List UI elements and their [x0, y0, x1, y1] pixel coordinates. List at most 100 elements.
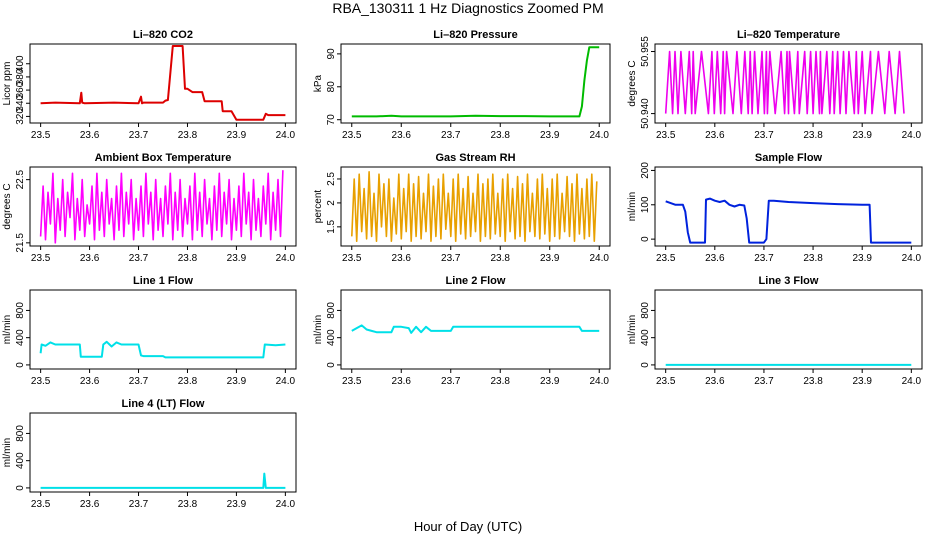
x-tick-label: 23.5 — [656, 376, 676, 387]
panel-8: Line 2 Flow 23.5 23.6 23.7 23.8 23.9 24.0 0 400 8… — [313, 275, 611, 387]
x-tick-label: 23.6 — [80, 376, 100, 387]
panel-2: Li–820 Pressure 23.5 23.6 23.7 23.8 23.9 24.0 7… — [313, 29, 611, 141]
panel-3: Li–820 Temperature 23.5 23.6 23.7 23.8 23.9 24… — [627, 29, 923, 141]
y-tick-label: 400 — [640, 329, 651, 346]
x-tick-label: 23.5 — [31, 130, 51, 141]
y-tick-label: 800 — [15, 302, 26, 319]
x-tick-label: 23.8 — [178, 499, 198, 510]
panel-title: Gas Stream RH — [435, 152, 515, 164]
x-tick-label: 23.8 — [178, 376, 198, 387]
y-tick-label: 1.5 — [326, 219, 337, 233]
plot-frame — [654, 289, 923, 370]
x-tick-label: 23.8 — [491, 376, 511, 387]
x-tick-label: 23.8 — [178, 130, 198, 141]
x-tick-label: 23.7 — [754, 130, 774, 141]
x-tick-label: 23.8 — [803, 376, 823, 387]
x-tick-label: 23.5 — [656, 253, 676, 264]
x-tick-label: 24.0 — [276, 376, 296, 387]
plot-frame — [29, 412, 297, 493]
x-tick-label: 23.9 — [227, 499, 247, 510]
y-tick-label: 90 — [326, 48, 337, 60]
plot-frame — [340, 289, 611, 370]
x-tick-label: 23.9 — [540, 130, 560, 141]
x-tick-label: 24.0 — [276, 253, 296, 264]
x-tick-label: 23.7 — [129, 130, 149, 141]
y-tick-label: 70 — [326, 114, 337, 126]
y-tick-label: 100 — [640, 196, 651, 213]
x-tick-label: 23.6 — [705, 376, 725, 387]
y-tick-label: 200 — [640, 162, 651, 179]
y-axis-label: ml/min — [2, 315, 13, 344]
x-tick-label: 23.9 — [852, 253, 872, 264]
series-line — [351, 171, 598, 242]
series-line — [40, 472, 286, 489]
x-tick-label: 23.6 — [705, 130, 725, 141]
series-line — [40, 45, 286, 121]
x-tick-label: 24.0 — [276, 499, 296, 510]
plot-frame — [29, 289, 297, 370]
panel-1: Li–820 CO2 23.5 23.6 23.7 23.8 23.9 24.0 320340… — [2, 29, 297, 141]
y-tick-label: 400 — [326, 329, 337, 346]
y-axis-label: ml/min — [627, 315, 638, 344]
panel-7: Line 1 Flow 23.5 23.6 23.7 23.8 23.9 24.0 0 400 8… — [2, 275, 297, 387]
x-tick-label: 23.8 — [491, 253, 511, 264]
y-axis-label: ml/min — [2, 438, 13, 467]
x-tick-label: 23.6 — [80, 130, 100, 141]
x-tick-label: 24.0 — [590, 130, 610, 141]
y-tick-label: 400 — [15, 452, 26, 469]
y-tick-label: 50.940 — [640, 98, 651, 129]
x-tick-label: 23.5 — [342, 376, 362, 387]
x-tick-label: 23.6 — [392, 253, 412, 264]
y-tick-label: 800 — [640, 302, 651, 319]
y-tick-label: 0 — [15, 362, 26, 368]
x-tick-label: 23.9 — [852, 376, 872, 387]
panels: Li–820 CO2 23.5 23.6 23.7 23.8 23.9 24.0 320340… — [2, 29, 923, 510]
panel-6: Sample Flow 23.5 23.6 23.7 23.8 23.9 24.0 0 100 2… — [627, 152, 923, 264]
series-line — [39, 170, 284, 244]
x-tick-label: 23.9 — [540, 253, 560, 264]
x-tick-label: 23.6 — [80, 253, 100, 264]
panel-title: Line 2 Flow — [446, 275, 506, 287]
panel-title: Li–820 Pressure — [433, 29, 517, 41]
plot-frame — [340, 43, 611, 124]
x-tick-label: 23.8 — [178, 253, 198, 264]
x-tick-label: 23.7 — [754, 376, 774, 387]
x-tick-label: 23.5 — [342, 130, 362, 141]
y-tick-label: 80 — [326, 81, 337, 93]
y-tick-label: 2 — [326, 200, 337, 206]
plot-frame — [340, 166, 611, 247]
x-tick-label: 23.5 — [31, 499, 51, 510]
y-axis-label: degrees C — [627, 60, 638, 106]
x-tick-label: 23.6 — [392, 376, 412, 387]
x-tick-label: 23.7 — [441, 253, 461, 264]
panel-5: Gas Stream RH 23.5 23.6 23.7 23.8 23.9 24.0 1.5… — [313, 152, 611, 264]
plot-frame — [29, 166, 297, 247]
x-tick-label: 23.7 — [129, 376, 149, 387]
x-tick-label: 23.9 — [227, 130, 247, 141]
y-tick-label: 800 — [326, 302, 337, 319]
panel-10: Line 4 (LT) Flow 23.5 23.6 23.7 23.8 23.9 24.0… — [2, 398, 297, 510]
y-axis-label: percent — [313, 190, 324, 224]
panel-9: Line 3 Flow 23.5 23.6 23.7 23.8 23.9 24.0 0 400 8… — [627, 275, 923, 387]
x-tick-label: 24.0 — [902, 130, 922, 141]
y-tick-label: 0 — [640, 236, 651, 242]
y-tick-label: 0 — [15, 485, 26, 491]
x-tick-label: 24.0 — [902, 376, 922, 387]
y-tick-label: 0 — [326, 362, 337, 368]
panel-title: Line 4 (LT) Flow — [122, 398, 205, 410]
y-tick-label: 320 — [15, 108, 26, 125]
x-tick-label: 23.5 — [31, 253, 51, 264]
figure-xlabel: Hour of Day (UTC) — [414, 519, 522, 534]
y-tick-label: 50.955 — [640, 36, 651, 67]
y-tick-label: 380 — [15, 68, 26, 85]
x-tick-label: 23.7 — [754, 253, 774, 264]
y-axis-label: kPa — [313, 74, 324, 92]
y-tick-label: 0 — [640, 362, 651, 368]
x-tick-label: 24.0 — [590, 376, 610, 387]
x-tick-label: 23.8 — [803, 130, 823, 141]
x-tick-label: 24.0 — [276, 130, 296, 141]
x-tick-label: 24.0 — [902, 253, 922, 264]
y-tick-label: 360 — [15, 81, 26, 98]
x-tick-label: 23.6 — [80, 499, 100, 510]
